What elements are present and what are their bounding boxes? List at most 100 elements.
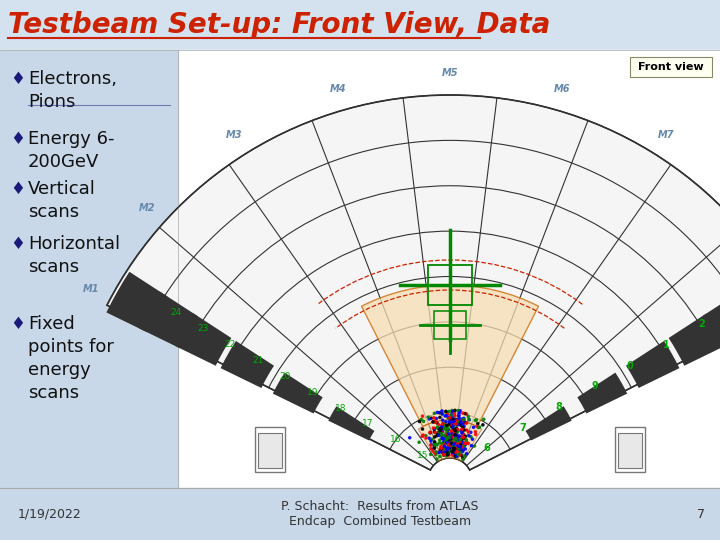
Point: [438, 438, 449, 447]
Point: [452, 432, 464, 441]
Point: [433, 428, 444, 436]
Point: [440, 421, 451, 430]
Text: 1/19/2022: 1/19/2022: [18, 508, 82, 521]
Point: [426, 440, 437, 449]
Point: [445, 447, 456, 455]
Point: [436, 428, 447, 436]
Point: [443, 435, 454, 443]
Point: [433, 438, 445, 447]
Point: [440, 449, 451, 458]
Point: [431, 455, 443, 463]
Point: [463, 431, 474, 440]
Point: [446, 448, 458, 456]
Point: [430, 417, 441, 426]
Point: [446, 440, 457, 448]
Point: [449, 417, 460, 426]
Point: [425, 437, 436, 445]
Point: [456, 433, 468, 442]
Point: [453, 420, 464, 428]
Point: [455, 417, 467, 426]
Point: [404, 434, 415, 442]
Point: [445, 413, 456, 422]
Point: [443, 414, 454, 422]
Point: [437, 434, 449, 443]
Point: [467, 435, 478, 443]
Text: 9: 9: [591, 381, 598, 391]
Point: [413, 438, 425, 447]
Point: [456, 451, 467, 460]
Wedge shape: [107, 95, 720, 470]
Text: 1: 1: [662, 340, 670, 350]
Point: [450, 416, 462, 425]
Point: [441, 446, 453, 454]
Point: [451, 418, 463, 427]
Point: [436, 444, 447, 453]
Point: [436, 434, 448, 443]
Point: [427, 447, 438, 455]
Point: [441, 428, 453, 436]
Point: [446, 422, 457, 430]
Text: 7: 7: [697, 508, 705, 521]
Point: [443, 444, 454, 453]
Point: [444, 446, 456, 454]
Point: [415, 415, 427, 424]
Point: [454, 409, 465, 417]
Point: [442, 423, 454, 431]
Point: [451, 417, 463, 426]
Point: [435, 446, 446, 455]
Point: [438, 444, 449, 453]
Point: [430, 418, 441, 427]
Point: [444, 439, 455, 448]
Point: [437, 419, 449, 428]
Point: [429, 438, 441, 447]
Point: [449, 409, 460, 418]
Text: Front view: Front view: [638, 62, 704, 72]
Point: [443, 430, 454, 438]
Point: [444, 420, 455, 429]
Point: [457, 446, 469, 455]
Point: [444, 436, 455, 444]
Point: [465, 428, 477, 437]
Point: [458, 415, 469, 424]
Point: [435, 442, 446, 451]
Point: [472, 422, 483, 431]
Point: [428, 428, 440, 436]
Point: [459, 426, 470, 434]
Text: 23: 23: [197, 324, 209, 333]
Point: [446, 447, 458, 456]
Point: [456, 425, 467, 434]
Point: [454, 451, 465, 460]
Point: [423, 434, 435, 442]
Point: [446, 433, 458, 441]
Point: [433, 421, 445, 429]
Point: [446, 442, 458, 451]
Point: [431, 448, 442, 456]
Point: [451, 443, 462, 452]
Point: [439, 437, 451, 446]
Point: [417, 412, 428, 421]
Point: [443, 451, 454, 460]
Point: [456, 428, 468, 436]
Wedge shape: [577, 373, 627, 414]
Point: [457, 420, 469, 428]
Point: [448, 441, 459, 450]
Point: [443, 425, 454, 434]
Point: [451, 451, 462, 460]
Point: [450, 439, 462, 448]
Point: [454, 444, 465, 453]
Point: [454, 431, 465, 440]
Point: [447, 423, 459, 431]
Point: [446, 443, 457, 452]
Point: [439, 411, 451, 420]
Point: [442, 434, 454, 443]
Text: 8: 8: [555, 402, 562, 412]
Point: [428, 437, 440, 446]
Point: [436, 409, 448, 418]
Point: [445, 433, 456, 442]
Point: [438, 451, 449, 460]
Point: [431, 431, 443, 440]
Point: [462, 412, 474, 421]
Point: [460, 418, 472, 427]
Point: [441, 449, 453, 458]
Point: [433, 428, 444, 437]
